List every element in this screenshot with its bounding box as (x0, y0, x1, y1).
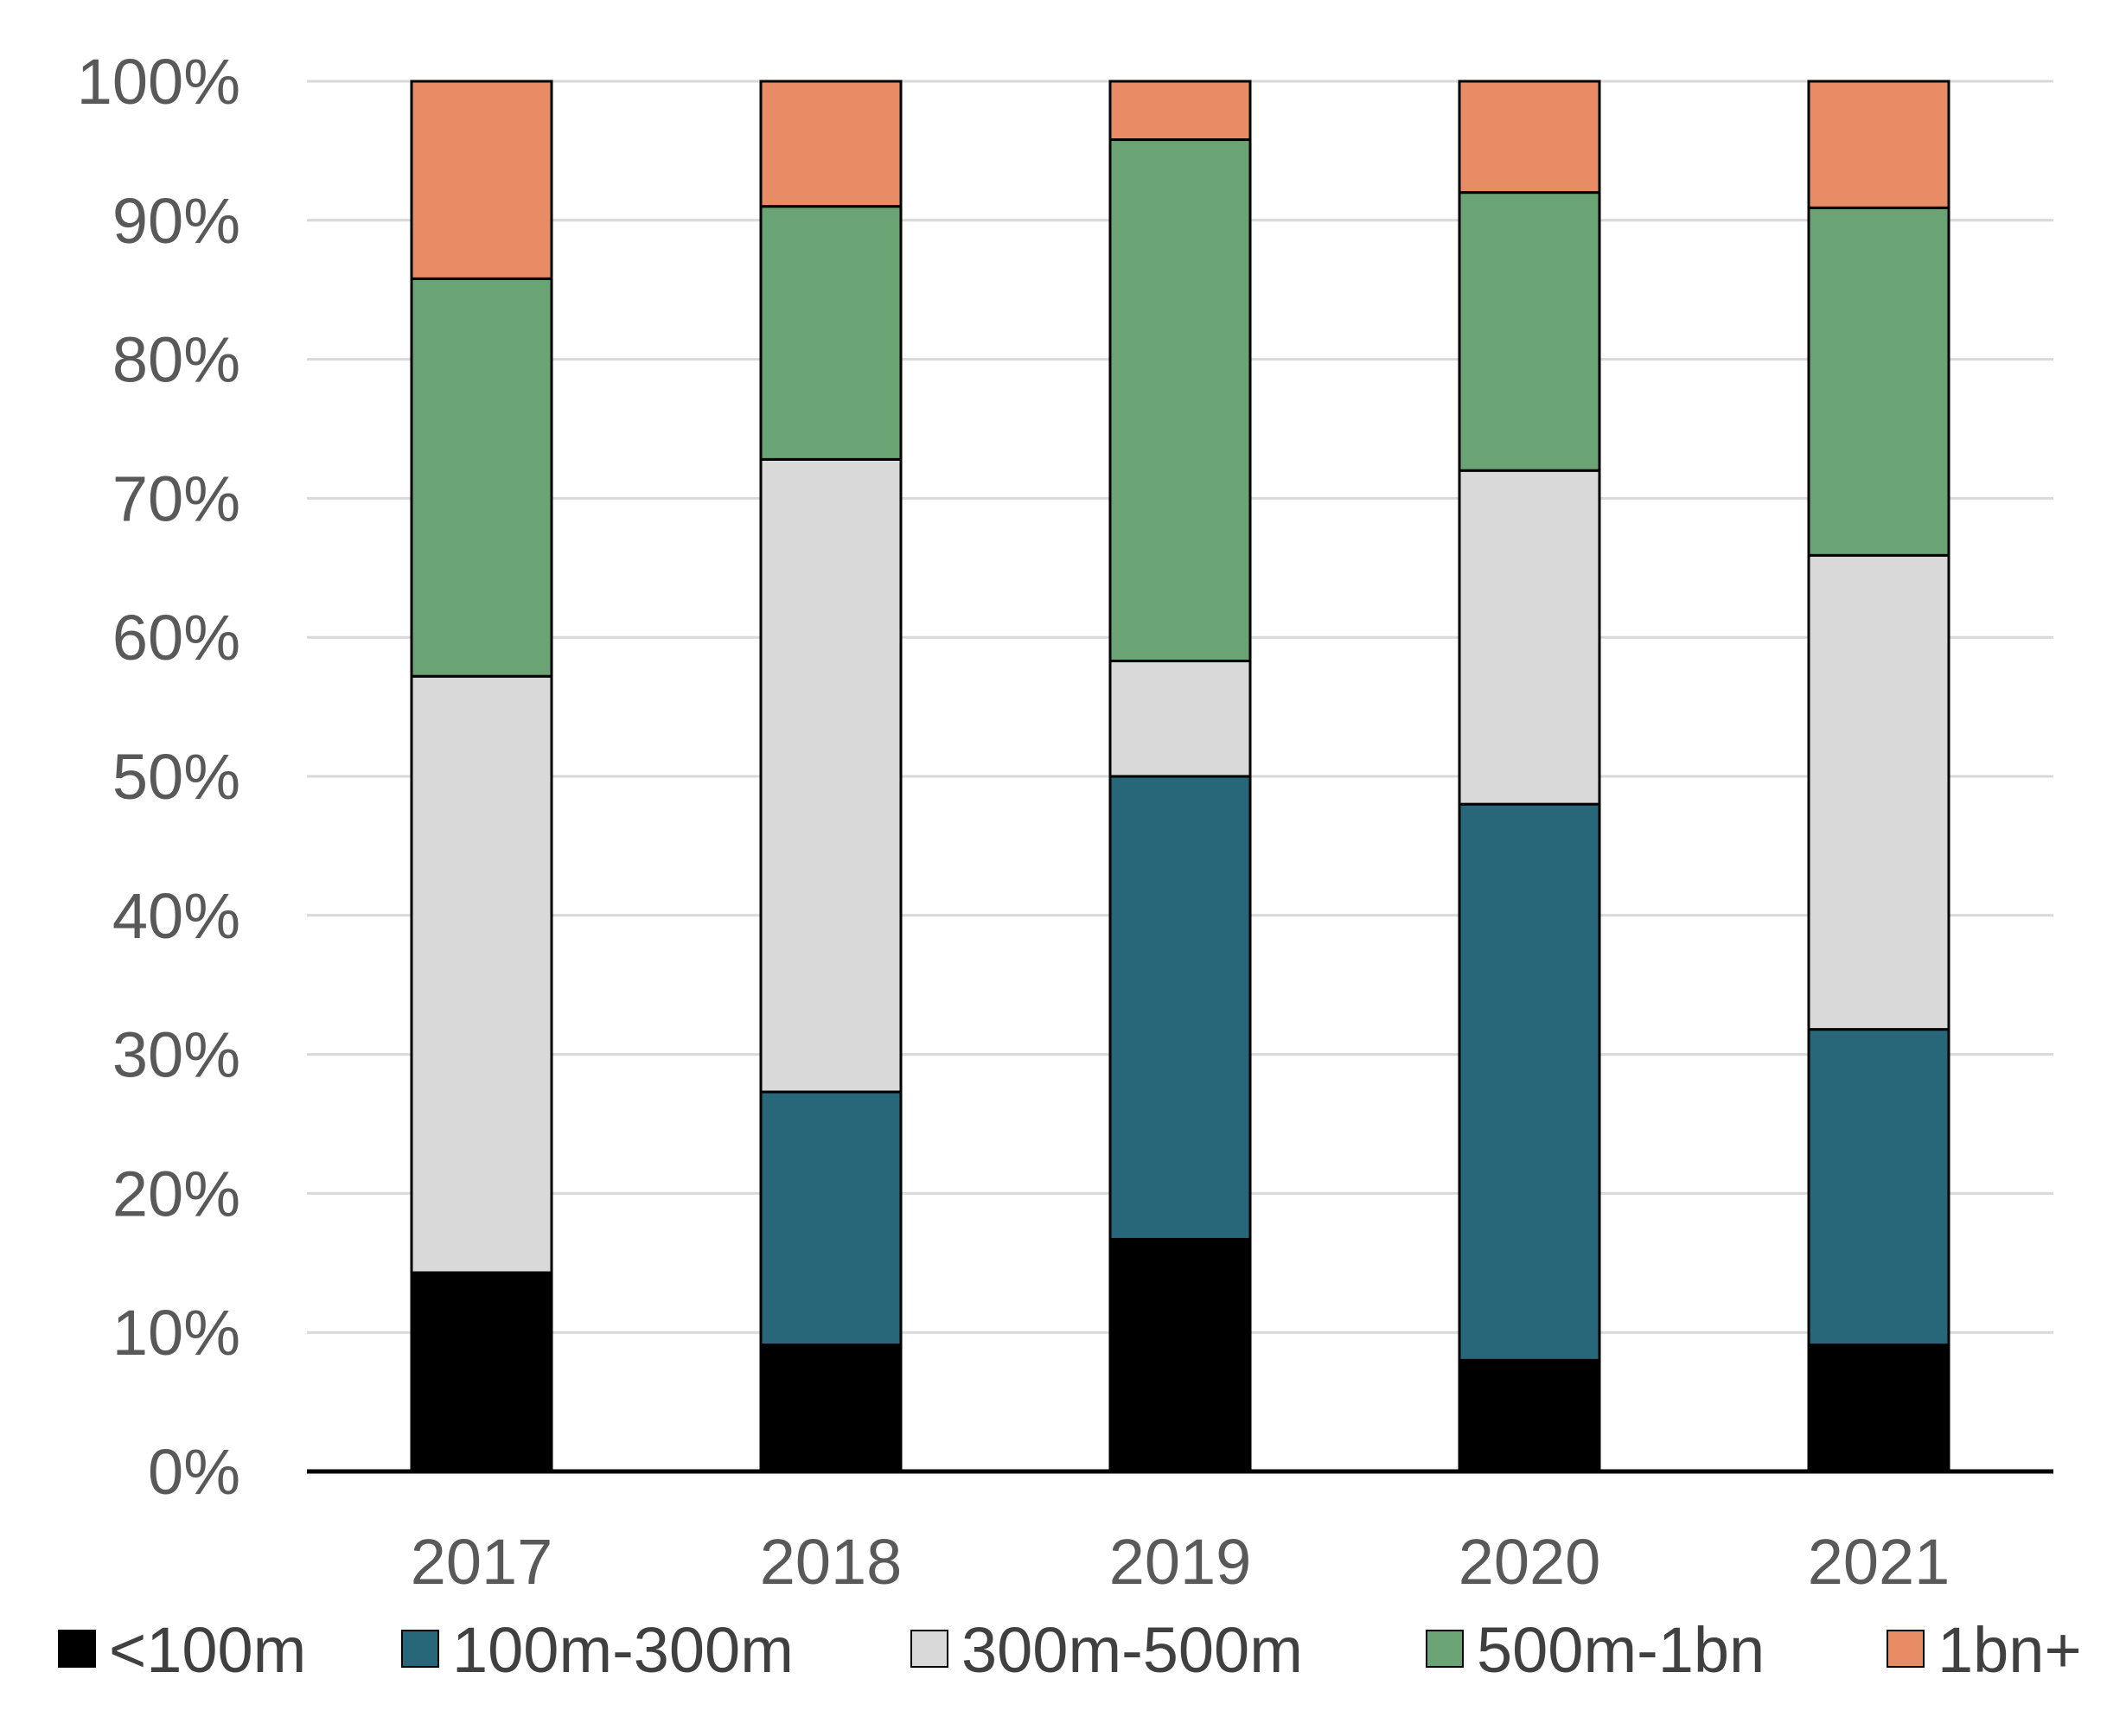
y-tick-label: 60% (112, 602, 240, 673)
y-tick-label: 20% (112, 1158, 240, 1229)
bar-segment-2018-3 (759, 205, 903, 461)
legend-label: <100m (109, 1614, 306, 1686)
x-tick-label: 2018 (760, 1526, 903, 1598)
bar-segment-2020-0 (1458, 1358, 1601, 1473)
bar-segment-2019-4 (1108, 80, 1252, 142)
x-axis-ticks: 2017 2018 2019 2020 2021 (411, 1526, 1950, 1598)
x-tick-label: 2019 (1109, 1526, 1252, 1598)
bar-segment-2018-4 (759, 80, 903, 208)
y-axis-ticks: 0% 10% 20% 30% 40% 50% 60% 70% 80% 90% 100% (77, 46, 240, 1508)
legend-swatch (910, 1630, 948, 1668)
y-tick-label: 70% (112, 463, 240, 534)
bar-segment-2017-4 (410, 80, 553, 280)
legend: <100m 100m-300m 300m-500m 500m-1bn 1bn+ (58, 1614, 2082, 1686)
y-tick-label: 80% (112, 324, 240, 396)
bar-segment-2017-0 (410, 1271, 553, 1473)
bar-segment-2018-1 (759, 1090, 903, 1347)
y-tick-label: 0% (148, 1436, 240, 1508)
legend-label: 100m-300m (452, 1614, 794, 1686)
x-tick-label: 2017 (411, 1526, 553, 1598)
legend-label: 300m-500m (961, 1614, 1303, 1686)
y-tick-label: 100% (77, 46, 240, 118)
x-tick-label: 2020 (1459, 1526, 1601, 1598)
y-tick-label: 40% (112, 880, 240, 952)
legend-swatch (58, 1630, 96, 1668)
x-tick-label: 2021 (1808, 1526, 1950, 1598)
legend-swatch (1887, 1630, 1925, 1668)
bar-segment-2020-2 (1458, 469, 1601, 806)
bar-segment-2018-0 (759, 1343, 903, 1473)
bar-segment-2021-1 (1807, 1028, 1950, 1347)
legend-label: 500m-1bn (1477, 1614, 1765, 1686)
bar-segment-2019-3 (1108, 138, 1252, 663)
y-tick-label: 90% (112, 185, 240, 257)
bar-segment-2017-3 (410, 277, 553, 678)
legend-swatch (401, 1630, 439, 1668)
bar-segment-2019-0 (1108, 1237, 1252, 1473)
bar-segment-2021-0 (1807, 1343, 1950, 1473)
bar-segment-2020-3 (1458, 191, 1601, 472)
y-tick-label: 30% (112, 1019, 240, 1091)
bars (410, 80, 1950, 1473)
bar-segment-2019-2 (1108, 660, 1252, 778)
bar-segment-2019-1 (1108, 775, 1252, 1241)
y-tick-label: 10% (112, 1297, 240, 1369)
bar-segment-2020-4 (1458, 80, 1601, 195)
legend-swatch (1426, 1630, 1464, 1668)
bar-segment-2017-2 (410, 674, 553, 1274)
bar-segment-2020-1 (1458, 802, 1601, 1362)
y-tick-label: 50% (112, 741, 240, 813)
bar-segment-2018-2 (759, 457, 903, 1094)
bar-segment-2021-3 (1807, 206, 1950, 557)
bar-segment-2021-2 (1807, 553, 1950, 1031)
legend-label: 1bn+ (1938, 1614, 2082, 1686)
bar-segment-2021-4 (1807, 80, 1950, 209)
